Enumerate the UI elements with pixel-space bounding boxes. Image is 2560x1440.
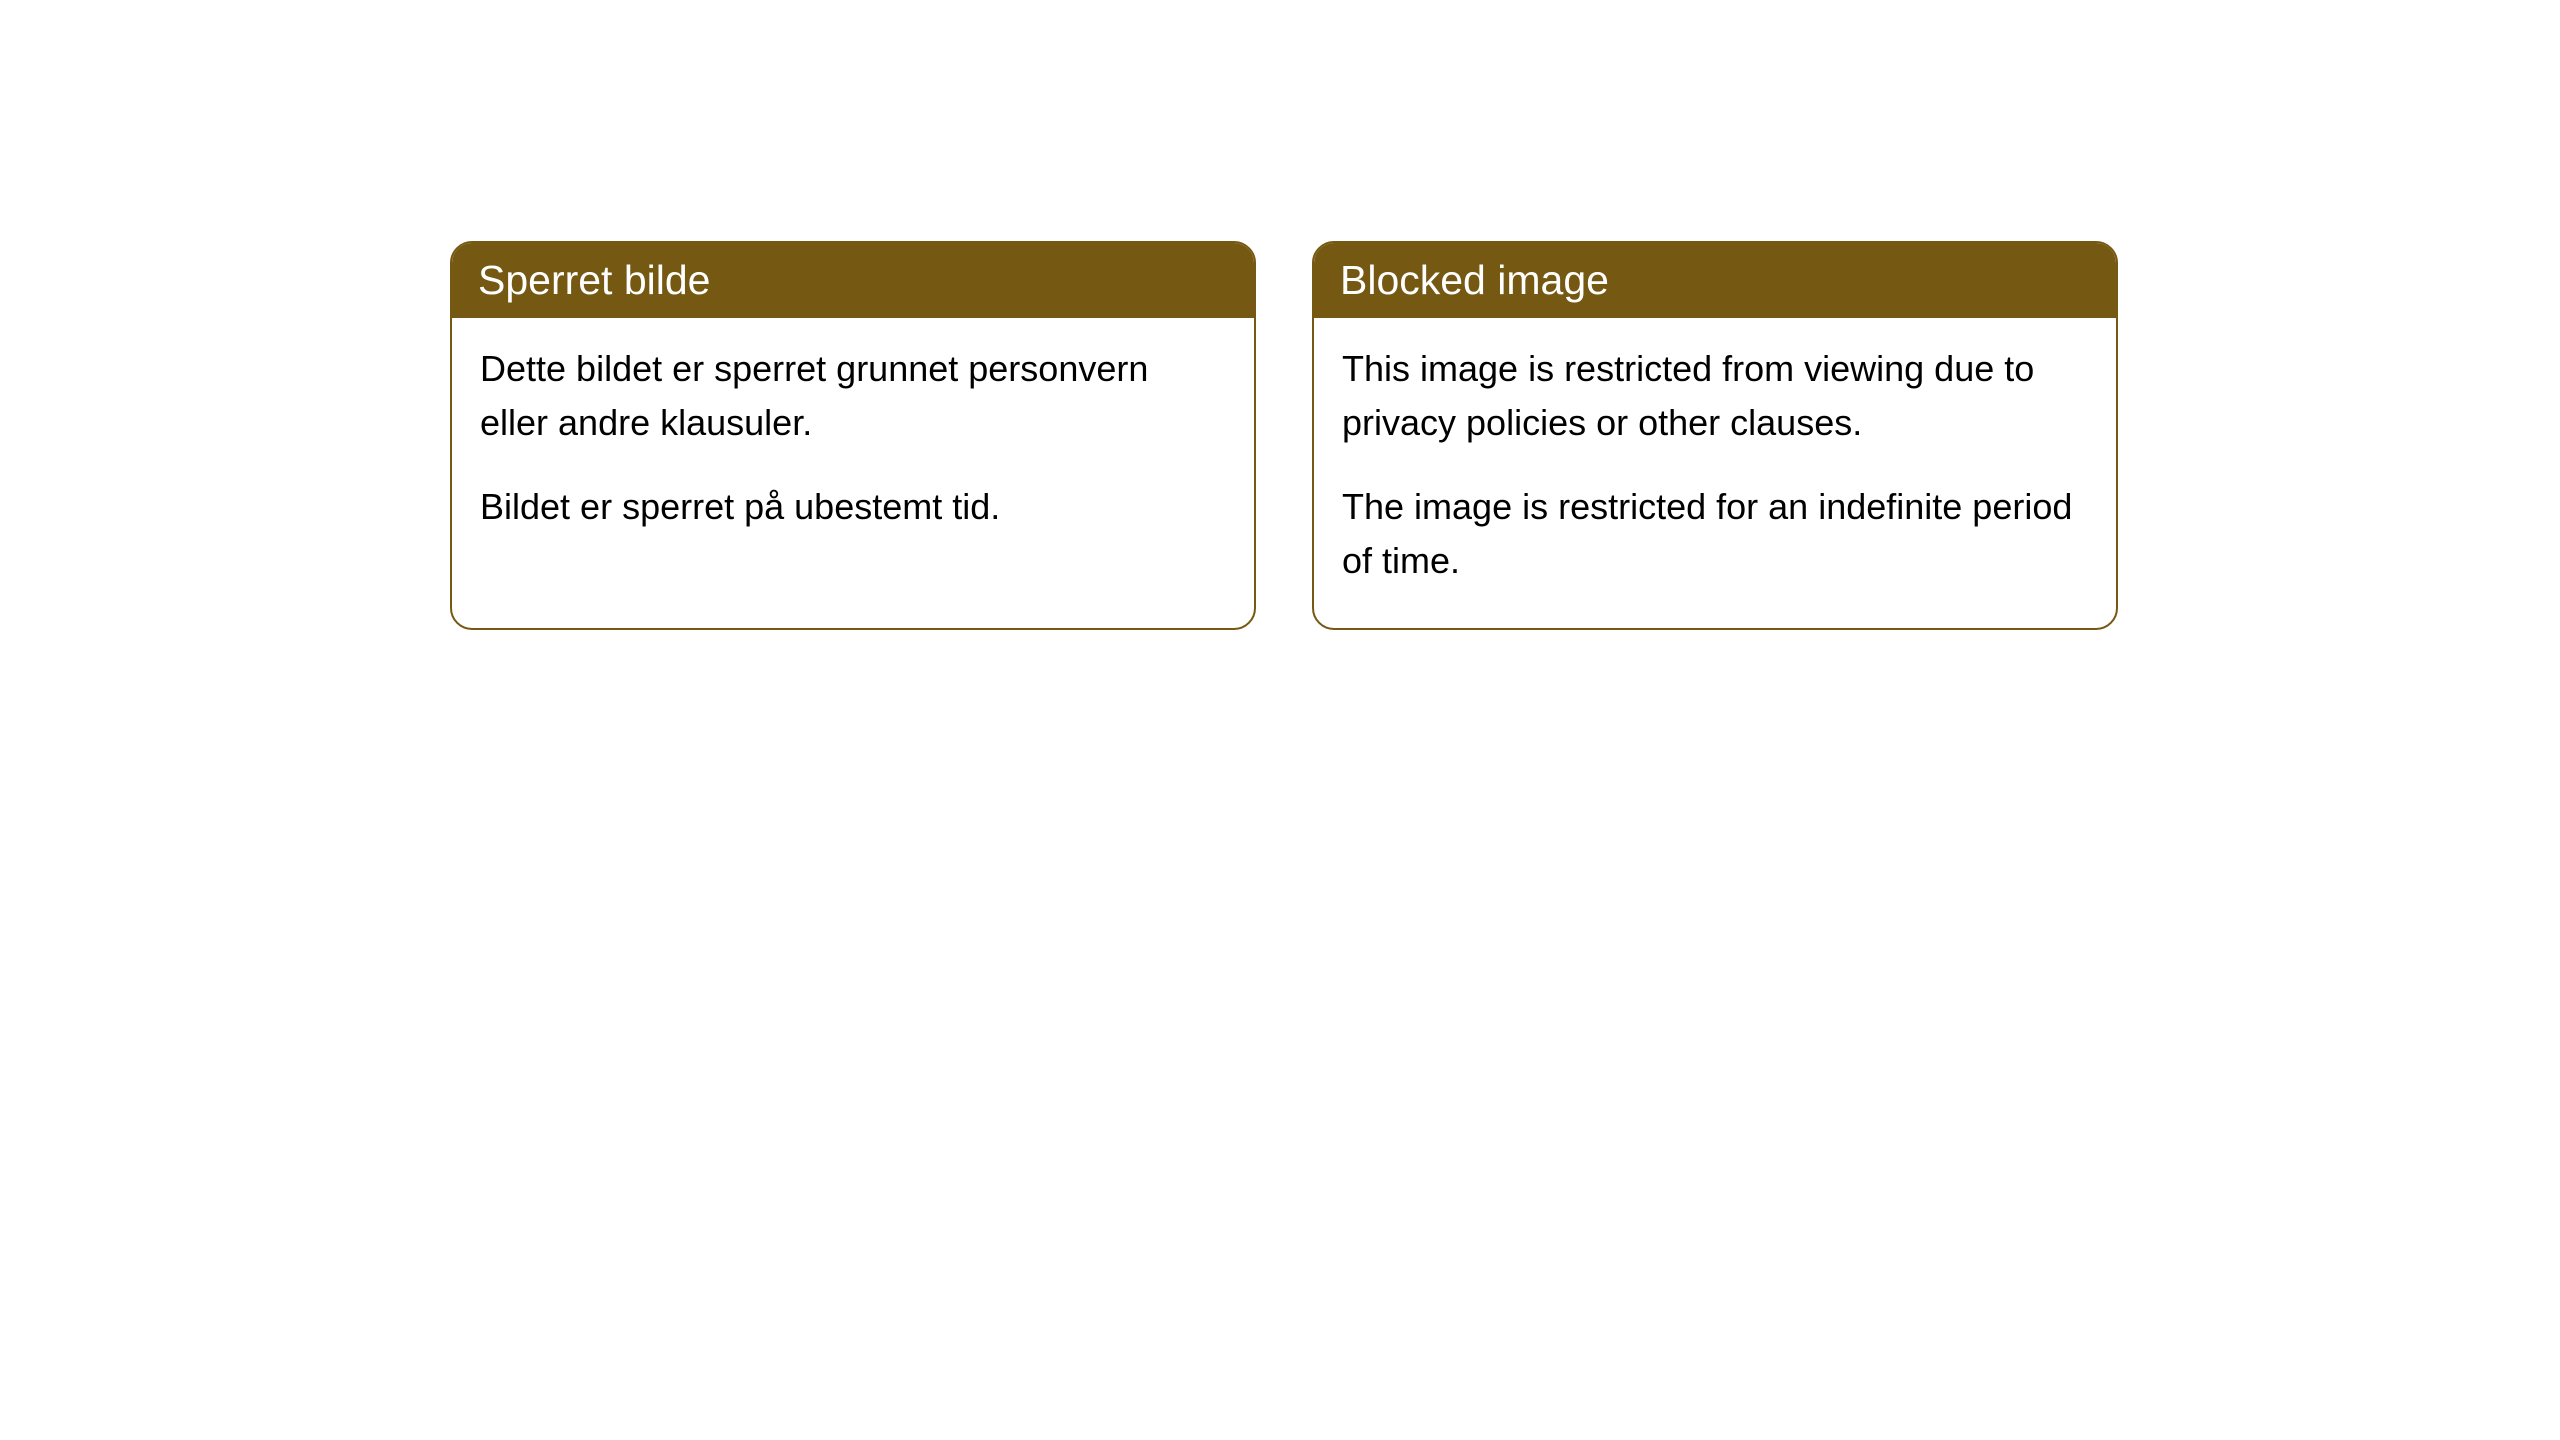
card-paragraph-2-english: The image is restricted for an indefinit… [1342,480,2088,588]
card-paragraph-1-english: This image is restricted from viewing du… [1342,342,2088,450]
card-header-norwegian: Sperret bilde [452,243,1254,318]
cards-container: Sperret bilde Dette bildet er sperret gr… [0,0,2560,630]
card-body-english: This image is restricted from viewing du… [1314,318,2116,628]
card-paragraph-2-norwegian: Bildet er sperret på ubestemt tid. [480,480,1226,534]
card-header-english: Blocked image [1314,243,2116,318]
blocked-image-card-english: Blocked image This image is restricted f… [1312,241,2118,630]
card-body-norwegian: Dette bildet er sperret grunnet personve… [452,318,1254,574]
card-paragraph-1-norwegian: Dette bildet er sperret grunnet personve… [480,342,1226,450]
blocked-image-card-norwegian: Sperret bilde Dette bildet er sperret gr… [450,241,1256,630]
